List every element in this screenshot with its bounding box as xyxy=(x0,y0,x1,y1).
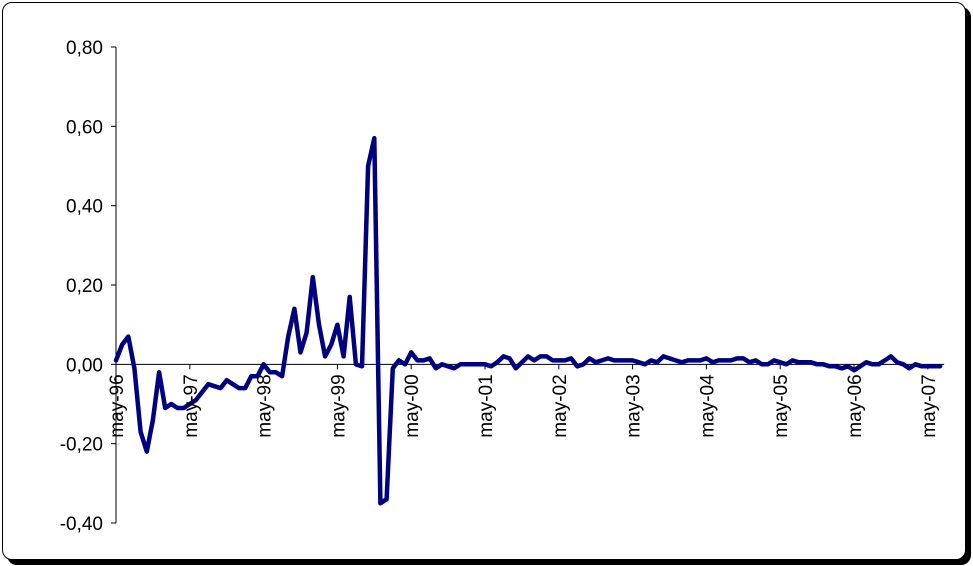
line-chart: 0,80 0,60 0,40 0,20 0,00 -0,20 -0,40 may-96 may-… xyxy=(60,38,945,535)
y-tick-label: -0,40 xyxy=(60,514,103,535)
y-tick-label: 0,80 xyxy=(66,38,103,59)
x-tick-label: may-00 xyxy=(402,374,423,437)
series-line xyxy=(113,135,943,506)
y-tick-label: 0,40 xyxy=(66,197,103,218)
x-tick-label: may-96 xyxy=(107,374,128,437)
y-tick-label: 0,00 xyxy=(66,355,103,376)
y-tick-label: 0,20 xyxy=(66,276,103,297)
y-tick-label: -0,20 xyxy=(60,435,103,456)
x-tick-label: may-06 xyxy=(845,374,866,437)
x-tick-label: may-98 xyxy=(255,374,276,437)
x-tick-label: may-02 xyxy=(550,374,571,437)
x-tick-label: may-07 xyxy=(919,374,940,437)
chart-frame: 0,80 0,60 0,40 0,20 0,00 -0,20 -0,40 may-96 may-… xyxy=(2,2,966,560)
chart-axes xyxy=(111,46,945,524)
y-tick-label: 0,60 xyxy=(66,117,103,138)
x-tick-label: may-97 xyxy=(181,374,202,437)
x-tick-label: may-99 xyxy=(328,374,349,437)
x-tick-label: may-05 xyxy=(771,374,792,437)
tick-labels: 0,80 0,60 0,40 0,20 0,00 -0,20 -0,40 may-96 may-… xyxy=(60,38,940,535)
x-tick-label: may-01 xyxy=(476,374,497,437)
x-tick-label: may-03 xyxy=(624,374,645,437)
series-layer xyxy=(113,135,943,506)
x-tick-label: may-04 xyxy=(697,374,718,438)
